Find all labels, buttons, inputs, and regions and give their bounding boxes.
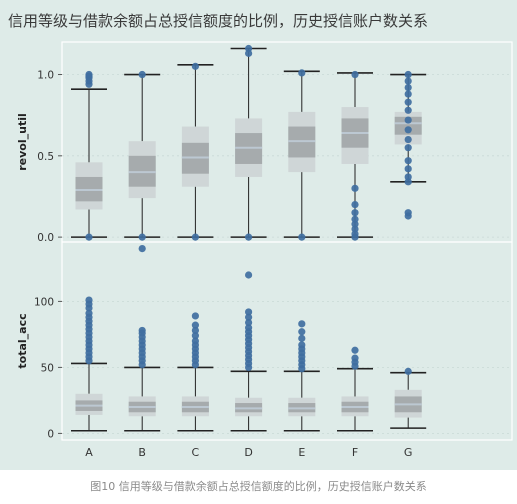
data-point [85,233,93,241]
data-point [191,233,199,241]
data-point [191,321,199,329]
x-tick-label: D [244,446,252,459]
data-point [351,354,359,362]
data-point [404,83,412,92]
data-point [245,308,253,316]
y-tick-label: 0.5 [37,151,54,163]
data-point [85,80,93,88]
data-point [298,328,306,336]
data-point [85,309,93,317]
data-point [351,201,359,209]
y-axis-label: total_acc [16,313,29,368]
x-tick-label: E [298,446,305,459]
data-point [404,90,412,98]
box-inner [394,116,422,135]
data-point [298,320,306,328]
x-tick-label: G [404,446,413,459]
data-point [404,209,412,217]
data-point [404,77,412,85]
data-point [351,209,359,217]
y-tick-label: 50 [41,362,54,374]
data-point [404,165,412,173]
data-point [298,69,306,77]
data-point [245,44,253,53]
data-point [404,70,412,79]
data-point [191,332,199,340]
data-point [404,157,412,165]
data-point [138,70,146,79]
y-tick-label: 100 [34,296,54,308]
data-point [245,313,253,321]
data-point [191,326,199,335]
data-point [298,341,306,349]
data-point [351,184,359,192]
data-point [351,346,359,354]
data-point [245,318,253,327]
data-point [404,173,412,181]
figure-caption: 图10 信用等级与借款余额占总授信额度的比例，历史授信账户数关系 [90,480,427,493]
data-point [245,233,253,241]
data-point [191,62,199,70]
y-tick-label: 1.0 [37,70,54,82]
data-point [85,296,93,304]
x-tick-label: F [352,446,358,459]
y-axis-label: revol_util [16,113,29,171]
data-point [404,106,412,114]
data-point [351,215,359,223]
x-tick-label: B [138,446,146,459]
data-point [404,116,412,124]
plot-frame [61,241,513,441]
data-point [245,324,253,332]
data-point [404,135,412,144]
panel-revol-util: 0.0 0.5 1.0 revol_util [16,41,513,244]
data-point [404,98,412,106]
data-point [138,233,146,241]
y-tick-label: 0 [47,428,54,440]
data-point [138,326,146,335]
data-point [191,337,199,345]
y-tick-label: 0.0 [37,232,54,244]
data-point [404,144,412,152]
data-point [404,126,412,134]
data-point [298,233,306,241]
panel-total-acc: 0 50 100 total_acc A B C D E F G [16,241,513,459]
data-point [191,312,199,320]
chart-title: 信用等级与借款余额占总授信额度的比例，历史授信账户数关系 [8,12,428,30]
x-tick-label: A [85,446,93,459]
data-point [404,367,412,375]
data-point [351,70,359,79]
x-tick-label: C [192,446,200,459]
data-point [298,334,306,342]
data-point [245,271,253,279]
data-point [138,245,146,253]
